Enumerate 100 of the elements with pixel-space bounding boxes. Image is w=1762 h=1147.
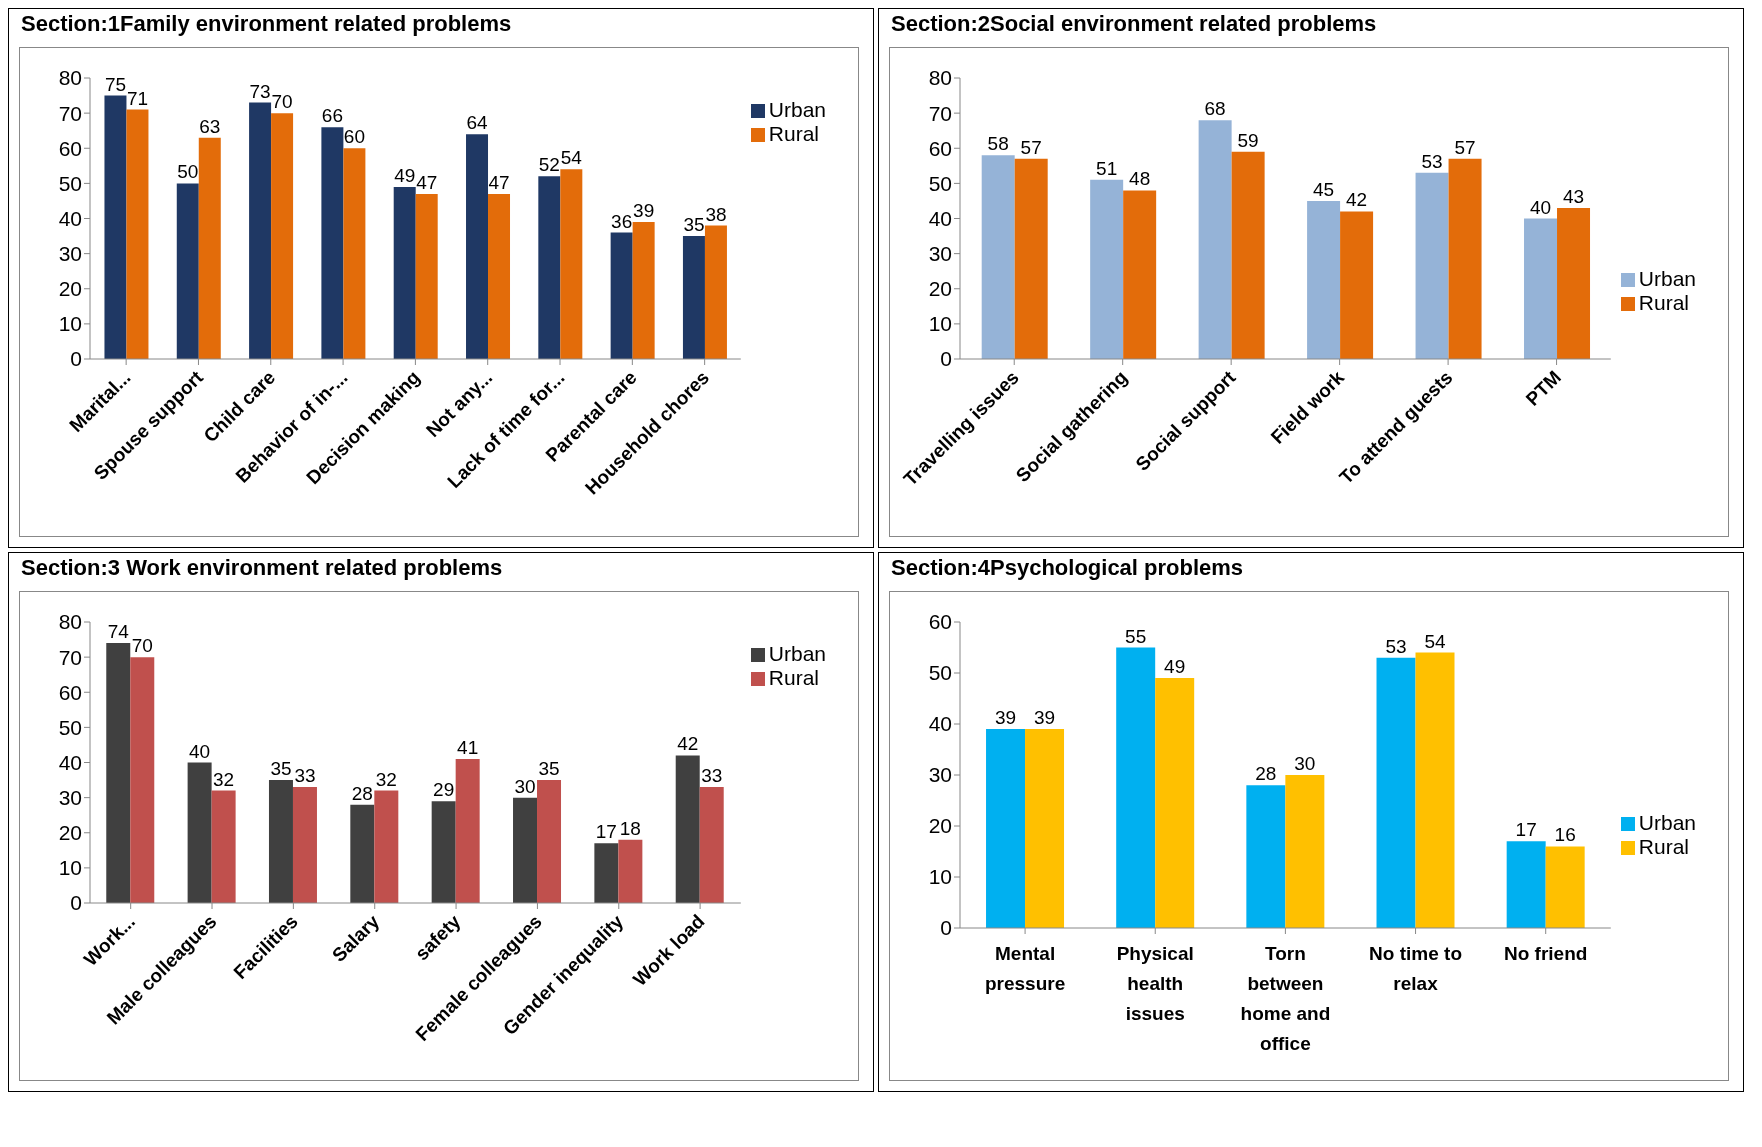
- legend-label: Rural: [1638, 835, 1689, 858]
- data-label: 47: [488, 171, 510, 193]
- bar: [560, 169, 583, 359]
- y-tick-label: 70: [58, 101, 82, 125]
- data-label: 63: [199, 115, 221, 137]
- y-tick-label: 70: [928, 101, 952, 125]
- bar: [211, 790, 236, 903]
- y-tick-label: 70: [58, 645, 82, 669]
- data-label: 17: [595, 821, 617, 843]
- bar: [176, 183, 199, 359]
- data-label: 50: [177, 161, 199, 183]
- bar: [1155, 678, 1195, 928]
- bar: [1246, 785, 1286, 928]
- bar: [704, 225, 727, 359]
- data-label: 51: [1096, 157, 1118, 179]
- y-tick-label: 60: [928, 610, 952, 634]
- x-tick-label: No friend: [1504, 943, 1588, 964]
- bar: [981, 155, 1015, 359]
- data-label: 30: [514, 775, 536, 797]
- data-label: 54: [1424, 630, 1447, 652]
- y-tick-label: 0: [940, 916, 952, 940]
- data-label: 28: [1255, 763, 1277, 785]
- bar: [537, 780, 562, 903]
- data-label: 66: [321, 105, 343, 127]
- y-tick-label: 50: [58, 171, 82, 195]
- bar: [343, 148, 366, 359]
- bar: [618, 839, 643, 903]
- bar: [1014, 158, 1048, 359]
- bar: [513, 797, 538, 903]
- y-tick-label: 80: [58, 610, 82, 634]
- bar: [699, 787, 724, 903]
- data-label: 71: [126, 87, 149, 109]
- data-label: 52: [538, 154, 560, 176]
- data-label: 43: [1562, 185, 1585, 207]
- data-label: 28: [351, 782, 373, 804]
- bar: [1198, 120, 1232, 359]
- bar: [455, 758, 480, 903]
- x-tick-label: No time to relax: [1369, 943, 1462, 994]
- bar: [538, 176, 561, 359]
- data-label: 32: [375, 768, 397, 790]
- y-tick-label: 0: [70, 347, 82, 371]
- data-label: 36: [611, 210, 633, 232]
- bar: [1231, 151, 1265, 359]
- bar: [1524, 218, 1558, 359]
- bar: [682, 236, 705, 359]
- bar: [106, 643, 131, 903]
- bar: [1285, 775, 1325, 928]
- bar: [594, 843, 619, 903]
- data-label: 42: [677, 733, 699, 755]
- y-tick-label: 50: [928, 171, 952, 195]
- data-label: 74: [107, 621, 130, 643]
- data-label: 58: [987, 133, 1009, 155]
- bar: [1116, 647, 1156, 928]
- bar: [986, 729, 1026, 928]
- bar: [1545, 846, 1585, 928]
- data-label: 47: [416, 171, 438, 193]
- bar: [1307, 200, 1341, 359]
- data-label: 70: [131, 635, 153, 657]
- data-label: 64: [466, 112, 489, 134]
- bar: [187, 762, 212, 903]
- x-tick-label: Torn between home and office: [1240, 943, 1331, 1054]
- y-tick-label: 0: [70, 891, 82, 915]
- bar: [1025, 729, 1065, 928]
- y-tick-label: 10: [928, 865, 952, 889]
- y-tick-label: 30: [58, 242, 82, 266]
- data-label: 57: [1454, 136, 1476, 158]
- data-label: 42: [1346, 189, 1368, 211]
- data-label: 75: [104, 73, 127, 95]
- data-label: 55: [1125, 625, 1147, 647]
- data-label: 49: [394, 164, 416, 186]
- y-tick-label: 40: [58, 206, 82, 230]
- bar: [632, 222, 655, 359]
- bar: [1376, 657, 1416, 928]
- data-label: 33: [701, 765, 723, 787]
- data-label: 49: [1164, 656, 1186, 678]
- bar: [675, 755, 700, 903]
- x-tick-label: Physical health issues: [1116, 943, 1194, 1024]
- data-label: 38: [705, 203, 727, 225]
- chart-title: Section:3 Work environment related problems: [20, 554, 504, 582]
- data-label: 40: [189, 740, 211, 762]
- data-label: 29: [433, 779, 455, 801]
- bar: [130, 657, 155, 903]
- data-label: 57: [1020, 136, 1042, 158]
- data-label: 33: [294, 765, 316, 787]
- data-label: 48: [1129, 168, 1151, 190]
- y-tick-label: 20: [58, 277, 82, 301]
- data-label: 35: [270, 758, 292, 780]
- bar: [1340, 211, 1374, 359]
- data-label: 32: [213, 768, 235, 790]
- y-tick-label: 40: [928, 206, 952, 230]
- legend-label: Urban: [1638, 267, 1696, 290]
- bar: [126, 109, 149, 359]
- data-label: 53: [1421, 150, 1443, 172]
- data-label: 30: [1294, 753, 1316, 774]
- bar: [249, 102, 272, 359]
- y-tick-label: 40: [928, 712, 952, 736]
- chart-title: Section:4Psychological problems: [890, 554, 1245, 582]
- bar: [393, 186, 416, 359]
- data-label: 70: [271, 91, 293, 113]
- legend-label: Rural: [768, 666, 819, 689]
